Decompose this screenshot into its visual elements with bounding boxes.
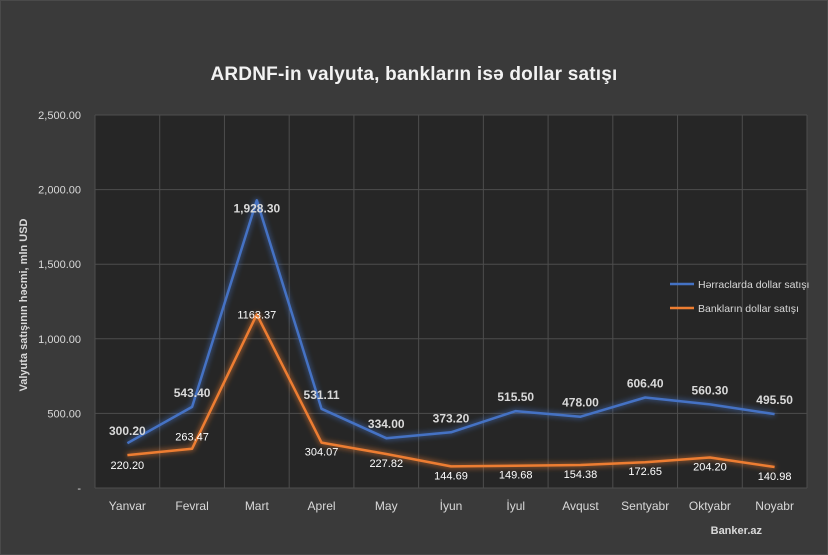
y-tick-label: -	[77, 483, 81, 495]
y-tick-label: 2,500.00	[38, 110, 81, 122]
series-line-auction-sales	[126, 199, 775, 445]
plot-area	[95, 115, 807, 488]
source-label: Banker.az	[710, 525, 762, 537]
data-label-bank: 144.69	[434, 470, 468, 482]
data-label-auction: 515.50	[497, 390, 534, 404]
y-tick-label: 1,000.00	[38, 334, 81, 346]
data-label-bank: 227.82	[369, 458, 403, 470]
data-label-bank: 204.20	[693, 462, 727, 474]
data-label-auction: 560.30	[692, 383, 729, 397]
x-tick-label: Aprel	[308, 499, 336, 513]
data-label-auction: 1,928.30	[233, 201, 280, 215]
chart-title: ARDNF-in valyuta, bankların isə dollar s…	[210, 64, 618, 85]
x-tick-label: Yanvar	[109, 499, 146, 513]
data-label-bank: 172.65	[628, 466, 662, 478]
x-tick-label: İyul	[506, 499, 525, 513]
data-label-auction: 543.40	[174, 386, 211, 400]
series-line-bank-sales	[127, 313, 775, 469]
data-label-auction: 300.20	[109, 424, 146, 438]
x-tick-label: Avqust	[562, 499, 599, 513]
y-tick-label: 2,000.00	[38, 185, 81, 197]
data-label-bank: 140.98	[758, 471, 792, 483]
data-label-auction: 531.11	[304, 388, 340, 402]
data-label-bank: 220.20	[111, 460, 145, 472]
x-tick-label: Noyabr	[755, 499, 794, 513]
data-label-bank: 154.38	[564, 469, 598, 481]
x-tick-label: Mart	[245, 499, 270, 513]
y-tick-label: 500.00	[47, 408, 81, 420]
x-tick-label: May	[375, 499, 398, 513]
data-label-auction: 606.40	[627, 377, 664, 391]
data-label-bank: 149.68	[499, 470, 533, 482]
data-label-bank: 304.07	[305, 447, 339, 459]
x-tick-label: Fevral	[175, 499, 208, 513]
y-tick-label: 1,500.00	[38, 259, 81, 271]
x-tick-label: Sentyabr	[621, 499, 669, 513]
legend-label-auction-sales: Hərraclarda dollar satışı	[698, 279, 809, 291]
legend-label-bank-sales: Bankların dollar satışı	[698, 303, 799, 315]
x-tick-label: Oktyabr	[689, 499, 731, 513]
data-label-auction: 478.00	[562, 396, 599, 410]
data-label-auction: 373.20	[433, 411, 470, 425]
x-tick-label: İyun	[440, 499, 463, 513]
data-label-bank: 1163.37	[237, 309, 276, 321]
data-label-bank: 263.47	[175, 432, 209, 444]
data-label-auction: 495.50	[756, 393, 793, 407]
data-label-auction: 334.00	[368, 417, 405, 431]
